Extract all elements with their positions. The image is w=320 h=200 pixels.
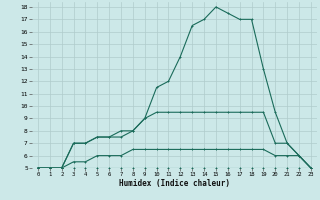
X-axis label: Humidex (Indice chaleur): Humidex (Indice chaleur)	[119, 179, 230, 188]
